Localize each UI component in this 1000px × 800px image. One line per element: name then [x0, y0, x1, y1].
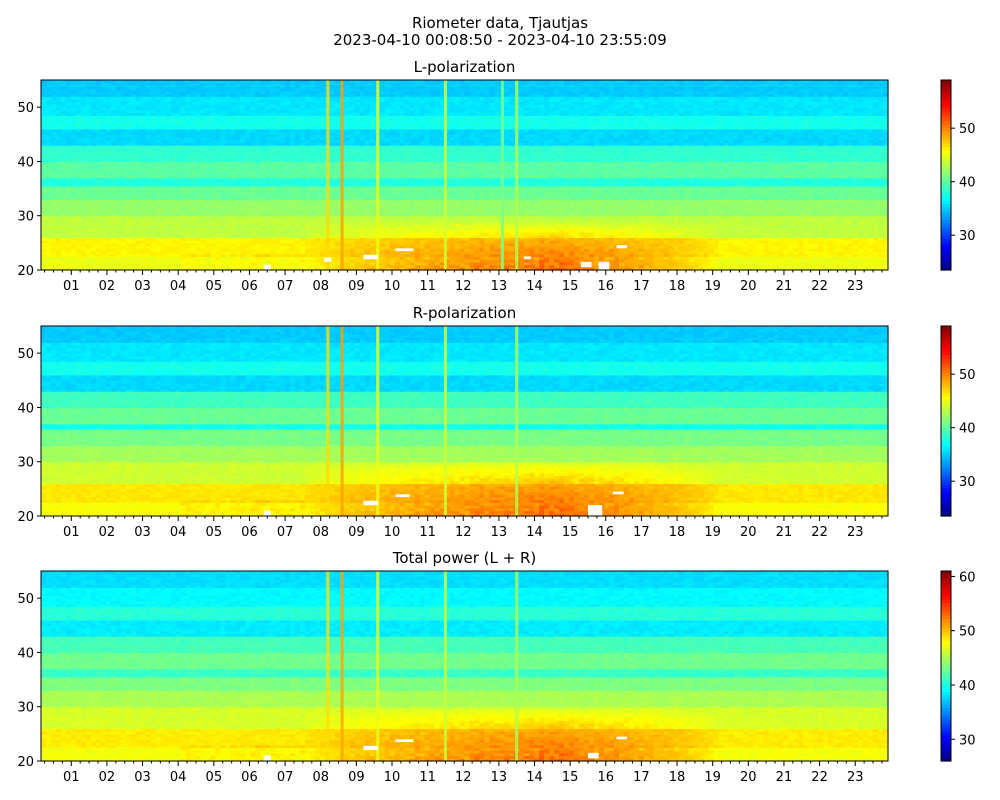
panel-title: L-polarization	[414, 58, 516, 76]
figure-title-line1: Riometer data, Tjautjas	[412, 14, 588, 32]
heatmap	[41, 80, 889, 271]
figure-title-line2: 2023-04-10 00:08:50 - 2023-04-10 23:55:0…	[333, 31, 667, 49]
